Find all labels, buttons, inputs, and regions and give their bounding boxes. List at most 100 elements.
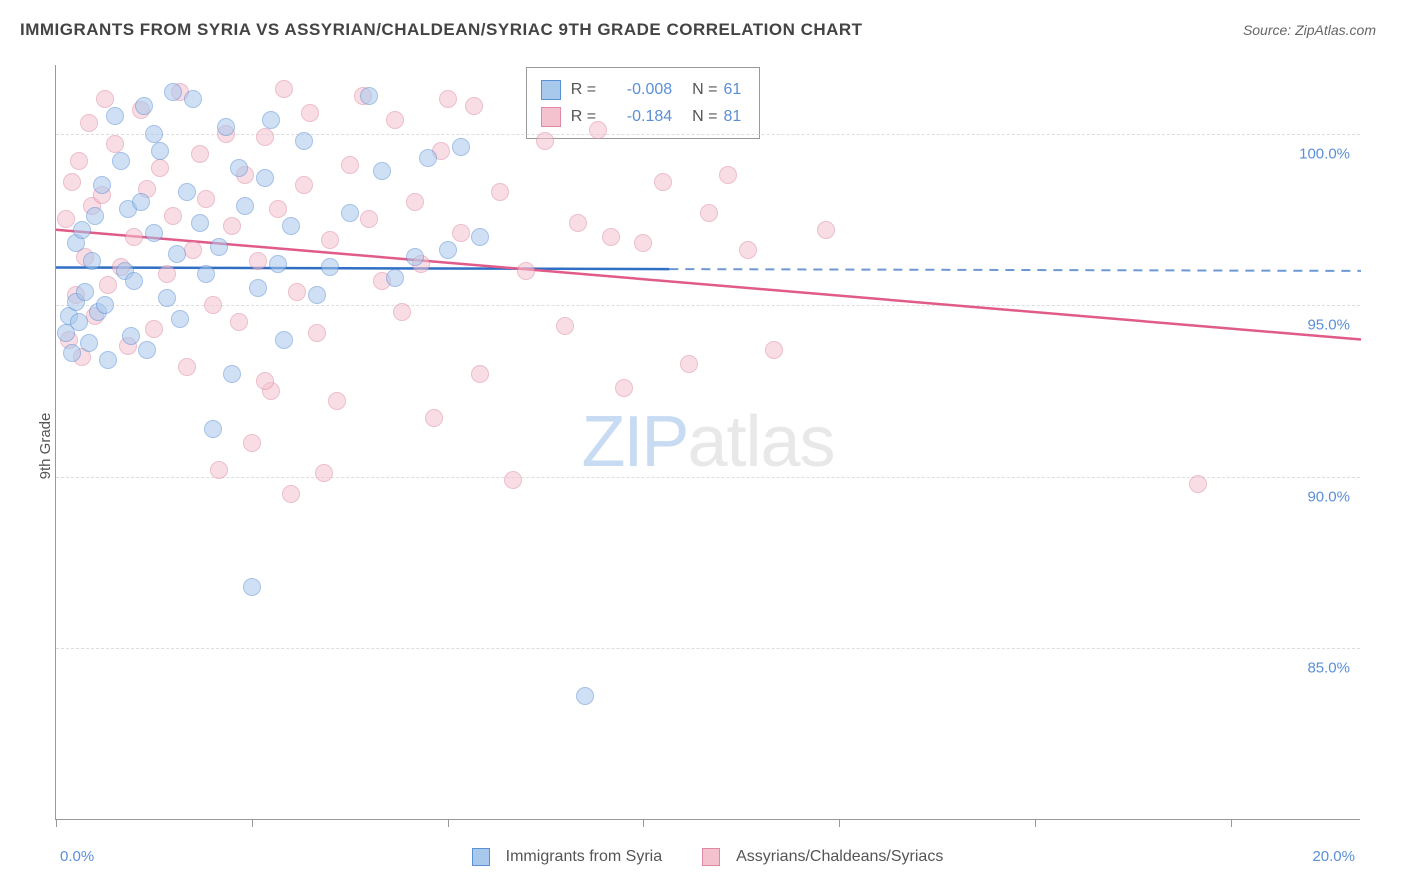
data-point-assyrians [96,90,114,108]
data-point-assyrians [406,193,424,211]
data-point-syria [217,118,235,136]
data-point-assyrians [125,228,143,246]
legend-swatch-icon [472,848,490,866]
data-point-syria [282,217,300,235]
data-point-syria [76,283,94,301]
data-point-assyrians [504,471,522,489]
data-point-assyrians [315,464,333,482]
data-point-assyrians [269,200,287,218]
data-point-assyrians [164,207,182,225]
data-point-assyrians [295,176,313,194]
data-point-assyrians [634,234,652,252]
data-point-syria [275,331,293,349]
data-point-syria [191,214,209,232]
data-point-assyrians [556,317,574,335]
data-point-assyrians [99,276,117,294]
data-point-assyrians [197,190,215,208]
data-point-assyrians [471,365,489,383]
series-legend-label: Immigrants from Syria [506,848,662,866]
source-name: ZipAtlas.com [1295,22,1376,38]
data-point-assyrians [425,409,443,427]
data-point-assyrians [80,114,98,132]
data-point-syria [197,265,215,283]
data-point-syria [80,334,98,352]
data-point-syria [184,90,202,108]
data-point-assyrians [106,135,124,153]
data-point-syria [168,245,186,263]
data-point-assyrians [230,313,248,331]
data-point-syria [125,272,143,290]
series-legend: Immigrants from Syria Assyrians/Chaldeans… [55,848,1360,866]
data-point-assyrians [63,173,81,191]
data-point-syria [223,365,241,383]
series-legend-item: Immigrants from Syria [472,848,662,866]
data-point-assyrians [178,358,196,376]
data-point-syria [106,107,124,125]
data-point-syria [204,420,222,438]
data-point-assyrians [517,262,535,280]
data-point-syria [471,228,489,246]
data-point-syria [86,207,104,225]
data-point-syria [145,224,163,242]
data-point-syria [230,159,248,177]
data-point-assyrians [360,210,378,228]
data-point-syria [406,248,424,266]
data-point-syria [295,132,313,150]
data-point-assyrians [223,217,241,235]
series-legend-item: Assyrians/Chaldeans/Syriacs [702,848,943,866]
data-point-assyrians [615,379,633,397]
data-point-syria [341,204,359,222]
data-point-assyrians [275,80,293,98]
x-tick [56,819,57,827]
data-point-syria [178,183,196,201]
data-point-assyrians [70,152,88,170]
data-point-assyrians [57,210,75,228]
chart-header: IMMIGRANTS FROM SYRIA VS ASSYRIAN/CHALDE… [0,0,1406,50]
data-point-assyrians [680,355,698,373]
data-point-syria [249,279,267,297]
data-point-assyrians [328,392,346,410]
data-point-syria [158,289,176,307]
data-point-assyrians [465,97,483,115]
data-point-assyrians [386,111,404,129]
chart-title: IMMIGRANTS FROM SYRIA VS ASSYRIAN/CHALDE… [20,20,863,40]
data-point-syria [386,269,404,287]
data-point-syria [93,176,111,194]
data-point-assyrians [151,159,169,177]
data-point-assyrians [249,252,267,270]
data-point-syria [122,327,140,345]
data-point-assyrians [158,265,176,283]
data-point-syria [360,87,378,105]
data-point-syria [96,296,114,314]
series-legend-label: Assyrians/Chaldeans/Syriacs [736,848,943,866]
data-point-assyrians [204,296,222,314]
data-point-assyrians [700,204,718,222]
data-point-assyrians [184,241,202,259]
data-point-syria [138,341,156,359]
data-point-syria [262,111,280,129]
x-tick [1035,819,1036,827]
source-attribution: Source: ZipAtlas.com [1243,22,1376,38]
scatter-chart: ZIPatlas R = -0.008 N = 61R = -0.184 N =… [55,65,1360,820]
data-point-syria [210,238,228,256]
data-point-syria [145,125,163,143]
x-tick [643,819,644,827]
data-point-syria [256,169,274,187]
data-point-syria [236,197,254,215]
source-label: Source: [1243,22,1291,38]
data-point-syria [73,221,91,239]
data-point-assyrians [210,461,228,479]
data-point-syria [99,351,117,369]
y-axis-label: 9th Grade [37,413,54,480]
data-point-assyrians [817,221,835,239]
data-point-assyrians [1189,475,1207,493]
data-point-assyrians [243,434,261,452]
data-point-assyrians [439,90,457,108]
data-point-syria [112,152,130,170]
data-point-assyrians [536,132,554,150]
data-point-assyrians [765,341,783,359]
data-point-syria [63,344,81,362]
data-point-assyrians [569,214,587,232]
x-tick [252,819,253,827]
data-point-syria [132,193,150,211]
